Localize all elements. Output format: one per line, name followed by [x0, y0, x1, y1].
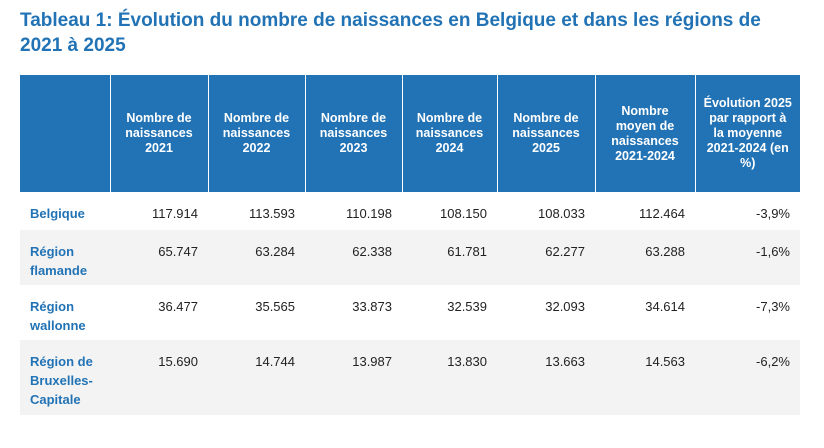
- table-row: Région wallonne 36.477 35.565 33.873 32.539 3…: [20, 285, 800, 340]
- cell: 14.744: [208, 340, 305, 415]
- cell: 108.033: [538, 206, 585, 221]
- cell: 65.747: [110, 230, 208, 285]
- table-row: Région de Bruxelles-Capitale 15.690 14.744…: [20, 340, 800, 415]
- cell: 35.565: [255, 299, 295, 314]
- header-cell: Nombre de naissances 2022: [207, 75, 305, 192]
- table-row: Région flamande 65.747 63.284 62.338 61.781 6…: [20, 230, 800, 285]
- title: Tableau 1: Évolution du nombre de naissa…: [20, 10, 761, 56]
- cell: 112.464: [638, 206, 685, 221]
- header-cell: Nombre de naissances 2021: [109, 75, 208, 192]
- cell: 13.987: [305, 340, 402, 415]
- cell: 33.873: [352, 299, 392, 314]
- cell: -1,6%: [695, 230, 800, 285]
- cell: 61.781: [402, 230, 497, 285]
- cell: 117.914: [151, 206, 198, 221]
- cell: 63.284: [208, 230, 305, 285]
- row-label: Région wallonne: [30, 299, 86, 333]
- cell: 63.288: [595, 230, 695, 285]
- cell: -3,9%: [756, 206, 790, 221]
- cell: 13.830: [402, 340, 497, 415]
- cell: 34.614: [645, 299, 685, 314]
- cell: 15.690: [110, 340, 208, 415]
- row-label: Belgique: [30, 206, 85, 221]
- cell: 108.150: [440, 206, 487, 221]
- row-label: Région flamande: [20, 230, 110, 285]
- header-row: Nombre de naissances 2021 Nombre de naiss…: [20, 75, 800, 192]
- cell: -7,3%: [756, 299, 790, 314]
- cell: 36.477: [158, 299, 198, 314]
- cell: 113.593: [248, 206, 295, 221]
- cell: -6,2%: [695, 340, 800, 415]
- table-body: Belgique 117.914 113.593 110.198 108.150 108.…: [20, 192, 800, 415]
- cell: 62.277: [497, 230, 595, 285]
- cell: 13.663: [497, 340, 595, 415]
- header-cell: Nombre de naissances 2023: [304, 75, 402, 192]
- header-cell: Nombre de naissances 2025: [496, 75, 595, 192]
- data-table: Nombre de naissances 2021 Nombre de naiss…: [20, 75, 800, 415]
- cell: 62.338: [305, 230, 402, 285]
- cell: 32.093: [545, 299, 585, 314]
- cell: 110.198: [345, 206, 392, 221]
- cell: 32.539: [447, 299, 487, 314]
- row-label: Région de Bruxelles-Capitale: [20, 340, 110, 415]
- header-cell: Nombre moyen de naissances 2021-2024: [594, 75, 695, 192]
- header-cell: Nombre de naissances 2024: [401, 75, 497, 192]
- header-cell: [20, 75, 110, 192]
- header-cell: Évolution 2025 par rapport à la moyenne …: [694, 75, 800, 192]
- table-row: Belgique 117.914 113.593 110.198 108.150 108.…: [20, 192, 800, 230]
- cell: 14.563: [595, 340, 695, 415]
